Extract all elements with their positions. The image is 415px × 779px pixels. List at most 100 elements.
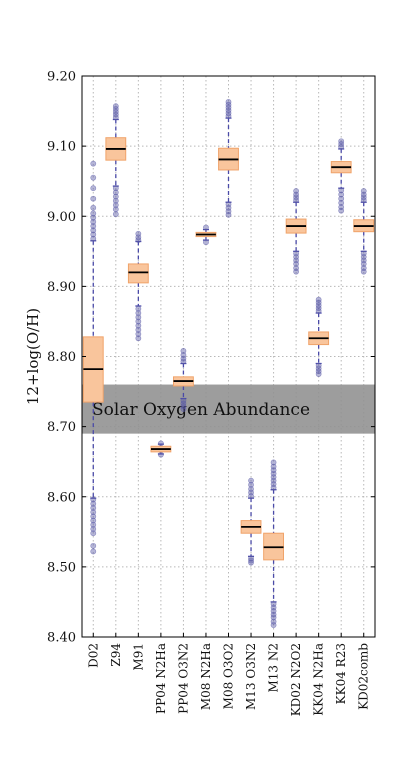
outlier-point [90, 542, 97, 549]
solar-abundance-band [82, 384, 375, 434]
iqr-box [127, 263, 149, 284]
box-z94 [105, 103, 127, 218]
outlier-point [90, 513, 97, 520]
outlier-point [135, 331, 142, 337]
outlier-point [135, 314, 142, 321]
outlier-point [248, 559, 254, 566]
outlier-point [112, 189, 119, 196]
outlier-point [248, 481, 254, 488]
outlier-point [135, 318, 142, 325]
box-m08-n2ha [195, 224, 217, 246]
y-tick-label: 8.70 [47, 420, 76, 435]
box-m13-o3n2 [240, 477, 262, 566]
x-tick-labels: D02 Z94 M91 PP04 N2Ha PP04 O3N2 M08 N2Ha M08 O… [86, 633, 371, 716]
x-tick-label: PP04 O3N2 [176, 643, 190, 714]
outlier-point [90, 521, 97, 528]
box-pp04-n2ha [150, 440, 172, 458]
outlier-point [315, 371, 322, 377]
box-m08-o3o2 [218, 99, 239, 218]
outlier-point [90, 505, 97, 511]
outlier-point [135, 326, 142, 333]
box-pp04-o3n2 [173, 347, 194, 412]
outlier-point [270, 459, 277, 466]
outlier-point [135, 230, 142, 237]
outlier-point [90, 500, 97, 507]
outlier-point [112, 206, 119, 213]
x-tick-label: KK04 R23 [334, 643, 348, 704]
x-tick-label: KK04 N2Ha [312, 643, 326, 716]
outlier-point [248, 557, 254, 564]
y-tick-label: 9.00 [47, 210, 76, 225]
outlier-point [338, 191, 345, 198]
y-tick-labels: 8.40 8.50 8.60 8.70 8.80 8.90 9.00 9.10 9.20 [47, 70, 375, 646]
outlier-point [338, 187, 345, 194]
outlier-point [90, 227, 97, 234]
solar-band-layer: Solar Oxygen Abundance [82, 384, 375, 434]
outlier-point [225, 99, 232, 105]
outlier-point [135, 322, 142, 329]
outlier-point [90, 204, 97, 211]
y-tick-label: 9.20 [47, 70, 76, 85]
outlier-point [360, 188, 367, 194]
outlier-point [270, 463, 277, 470]
outlier-point [180, 352, 187, 358]
box-kd02-n2o2 [285, 188, 307, 275]
y-tick-label: 8.50 [47, 560, 76, 575]
outlier-point [90, 195, 97, 202]
outlier-point [248, 555, 254, 562]
outlier-point [112, 185, 119, 192]
box-d02 [82, 160, 104, 555]
x-tick-label: KD02 N2O2 [289, 643, 303, 716]
outlier-point [248, 477, 254, 484]
y-axis-label: 12+log(O/H) [24, 308, 42, 405]
x-tick-label: Z94 [109, 643, 123, 667]
outlier-point [360, 268, 367, 275]
box-layer [82, 99, 375, 628]
outlier-point [90, 185, 97, 192]
x-tick-label: M08 N2Ha [199, 643, 213, 710]
x-tick-label: KD02comb [357, 643, 371, 710]
outlier-point [203, 239, 209, 246]
outlier-point [90, 235, 97, 242]
outlier-point [90, 160, 97, 167]
outlier-point [270, 622, 277, 628]
outlier-point [90, 214, 97, 221]
outlier-point [90, 548, 97, 555]
outlier-point [180, 347, 187, 354]
outlier-point [338, 207, 345, 214]
outlier-point [112, 197, 119, 204]
outlier-point [135, 305, 142, 312]
y-tick-label: 8.40 [47, 631, 76, 646]
outlier-point [248, 486, 254, 492]
outlier-point [338, 195, 345, 202]
x-tick-label: D02 [86, 643, 100, 668]
y-tick-label: 8.60 [47, 490, 76, 505]
box-kk04-r23 [330, 138, 352, 214]
outlier-point [112, 193, 119, 200]
outlier-point [90, 526, 97, 532]
outlier-point [157, 451, 164, 458]
box-m91 [127, 230, 149, 342]
outlier-point [315, 296, 322, 303]
outlier-point [90, 174, 97, 181]
outlier-point [293, 268, 300, 275]
outlier-point [90, 223, 97, 229]
outlier-point [90, 496, 97, 503]
outlier-point [157, 440, 164, 447]
outlier-point [90, 530, 97, 537]
x-tick-label: M13 O3N2 [244, 643, 258, 710]
box-kd02comb [353, 188, 375, 275]
outlier-point [360, 261, 367, 267]
y-tick-label: 8.80 [47, 350, 76, 365]
outlier-point [90, 231, 97, 238]
outlier-point [338, 200, 345, 206]
outlier-point [180, 406, 187, 412]
x-tick-label: M91 [131, 643, 145, 671]
x-tick-label: PP04 N2Ha [154, 643, 168, 714]
outlier-point [90, 218, 97, 225]
outlier-point [203, 224, 209, 231]
y-tick-label: 8.90 [47, 280, 76, 295]
y-tick-label: 9.10 [47, 140, 76, 155]
outlier-point [293, 188, 300, 194]
